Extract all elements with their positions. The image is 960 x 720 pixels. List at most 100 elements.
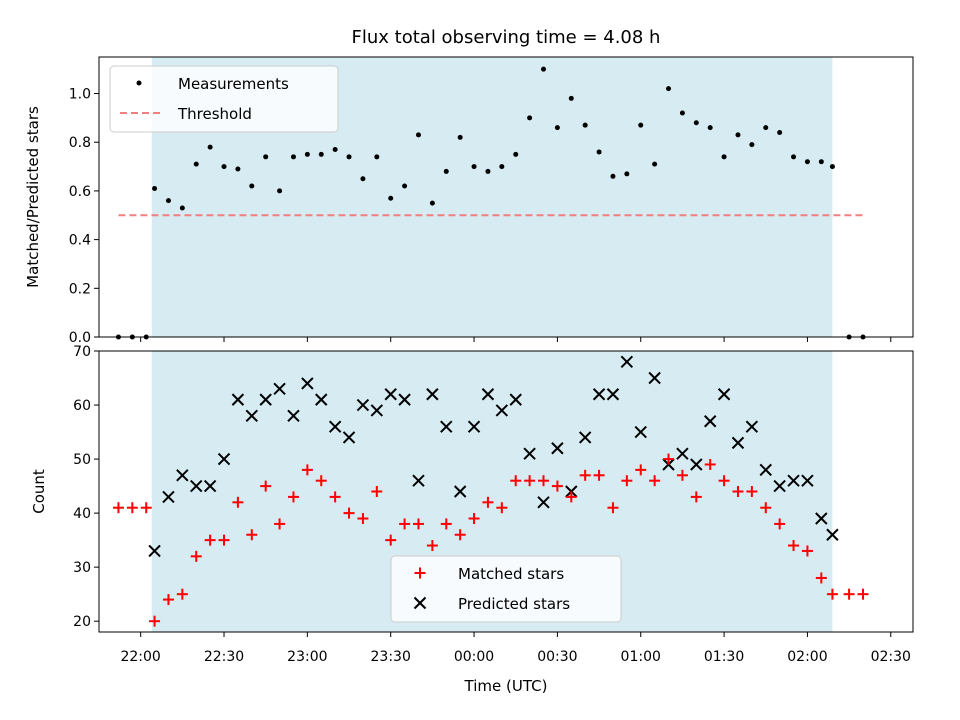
time-x-ticks: 22:00 22:30 23:00 23:30 00:00 00:30 01:00 01:30… (120, 632, 911, 665)
predicted-star-point (162, 490, 175, 504)
matched-star-point (524, 475, 536, 487)
matched-star-point (663, 453, 675, 465)
measurement-point (388, 195, 394, 201)
legend-plus-glyph (414, 567, 426, 579)
predicted-star-point (148, 544, 161, 558)
predicted-star-point (273, 382, 286, 396)
predicted-star-point (328, 420, 342, 433)
measurement-point (735, 132, 741, 138)
measurement-point (179, 205, 185, 211)
predicted-star-point (412, 474, 425, 487)
measurement-point (652, 161, 658, 167)
count-panel: 20 30 40 50 60 70 22:00 22:30 23:00 23:30 00:00 00… (30, 344, 914, 695)
predicted-star-point (176, 469, 189, 482)
measurement-point (415, 132, 421, 138)
measurement-point (582, 122, 588, 128)
matched-star-point (126, 502, 138, 514)
matched-star-point (826, 588, 838, 600)
predicted-star-point (815, 512, 828, 525)
matched-star-point (232, 496, 244, 508)
matched-star-point (357, 513, 369, 525)
matched-star-point (565, 491, 577, 503)
time-x-tick-label: 01:00 (621, 649, 661, 665)
matched-star-point (482, 496, 494, 508)
matched-star-point (843, 588, 855, 600)
matched-star-point (538, 475, 550, 487)
measurement-point (568, 95, 574, 101)
matched-star-point (732, 486, 744, 497)
predicted-star-point (620, 355, 634, 369)
predicted-star-point (190, 479, 203, 493)
matched-star-point (218, 534, 230, 546)
matched-star-point (140, 502, 152, 514)
measurement-point (277, 188, 283, 194)
predicted-star-point (384, 388, 397, 401)
measurement-point (763, 125, 769, 131)
predicted-star-point (495, 404, 509, 417)
matched-star-point (579, 469, 591, 481)
predicted-star-point (592, 388, 606, 401)
measurement-point (360, 176, 366, 182)
matched-star-point (690, 491, 702, 503)
predicted-stars-points (148, 355, 839, 558)
matched-star-point (815, 572, 827, 584)
count-y-tick-label: 20 (73, 614, 91, 630)
measurement-points (115, 66, 866, 340)
ratio-y-tick-label: 0.4 (69, 233, 91, 249)
measurement-point (541, 66, 547, 72)
measurement-point (804, 159, 810, 165)
measurement-point (249, 183, 255, 189)
measurement-point (221, 164, 227, 170)
matched-star-point (343, 507, 355, 519)
matched-star-point (440, 518, 452, 530)
matched-star-point (260, 480, 272, 492)
matched-star-point (774, 518, 786, 530)
matched-star-point (274, 518, 286, 530)
measurement-point (402, 183, 408, 189)
predicted-star-point (342, 431, 356, 444)
predicted-star-point (606, 388, 620, 401)
time-x-tick-label: 22:30 (204, 649, 244, 665)
measurement-point (429, 200, 435, 206)
measurement-point (471, 164, 477, 170)
measurement-point (165, 198, 171, 204)
time-x-tick-label: 02:00 (787, 649, 827, 665)
count-legend: Matched stars Predicted stars (390, 555, 622, 623)
legend-predicted-marker (413, 596, 427, 610)
matched-star-point (649, 475, 661, 487)
matched-star-point (635, 464, 647, 476)
measurement-point (610, 173, 616, 179)
measurement-point (554, 125, 560, 131)
predicted-star-point (717, 388, 731, 401)
measurement-point (346, 154, 352, 160)
ratio-y-axis-label: Matched/Predicted stars (24, 106, 42, 288)
predicted-star-point (440, 420, 453, 433)
predicted-star-point (301, 377, 314, 390)
time-x-tick-label: 23:00 (287, 649, 327, 665)
ratio-y-tick-label: 1.0 (69, 87, 91, 103)
predicted-star-point (759, 463, 772, 477)
legend-measurements-label: Measurements (178, 75, 289, 93)
ratio-y-ticks: 0.0 0.2 0.4 0.6 0.8 1.0 (69, 87, 99, 346)
ratio-y-tick-label: 0.8 (69, 135, 91, 151)
time-x-axis-label: Time (UTC) (464, 677, 548, 695)
measurement-point (693, 120, 699, 126)
predicted-star-point (648, 371, 661, 385)
measurement-point (596, 149, 602, 155)
measurement-point (513, 151, 519, 157)
measurement-point (290, 154, 296, 160)
predicted-star-point (259, 393, 272, 406)
time-x-tick-label: 00:30 (537, 649, 577, 665)
matched-star-point (760, 502, 772, 514)
count-y-tick-label: 60 (73, 398, 91, 414)
count-y-tick-label: 30 (73, 560, 91, 576)
legend-matched-label: Matched stars (458, 565, 564, 583)
matched-star-point (676, 469, 688, 481)
predicted-star-point (773, 479, 786, 493)
matched-star-point (246, 529, 258, 541)
legend-predicted-label: Predicted stars (458, 595, 570, 613)
matched-star-point (454, 529, 466, 541)
measurement-point (749, 142, 755, 148)
measurement-point (457, 134, 463, 140)
